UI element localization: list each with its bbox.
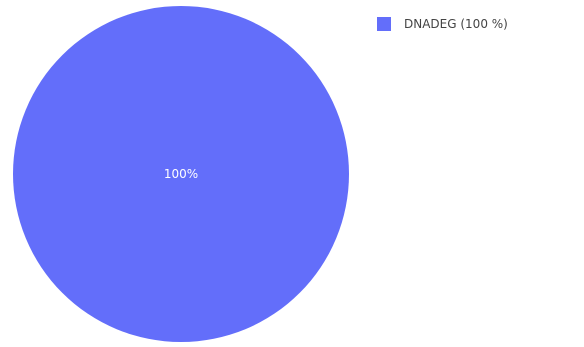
legend-swatch[interactable] <box>377 17 391 31</box>
pie-slice-label: 100% <box>164 167 198 181</box>
pie-slices <box>13 6 349 342</box>
legend-label[interactable]: DNADEG (100 %) <box>404 17 508 31</box>
legend: DNADEG (100 %) <box>377 17 508 31</box>
pie-slice-labels: 100% <box>164 167 198 181</box>
pie-slice-dnadeg[interactable] <box>13 6 349 342</box>
